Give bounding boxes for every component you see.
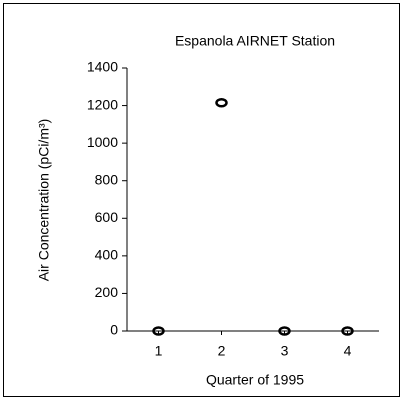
chart-title: Espanola AIRNET Station [175,33,335,49]
x-tick-label: 4 [344,343,352,359]
y-tick-label: 200 [95,284,119,300]
y-tick-label: 800 [95,171,119,187]
y-tick-label: 1200 [87,96,118,112]
x-tick-label: 3 [281,343,289,359]
point [215,98,228,108]
y-tick-label: 600 [95,209,119,225]
point [152,326,165,336]
point [341,326,354,336]
frame [3,3,400,397]
y-axis-label: Air Concentration (pCi/m³) [36,119,52,282]
y-tick-label: 1000 [87,134,118,150]
x-tick-label: 2 [218,343,226,359]
x-axis-label: Quarter of 1995 [206,372,304,388]
x-tick-label: 1 [155,343,163,359]
y-tick-label: 0 [110,322,118,338]
point [278,326,291,336]
y-tick-label: 400 [95,247,119,263]
y-tick-label: 1400 [87,59,118,75]
